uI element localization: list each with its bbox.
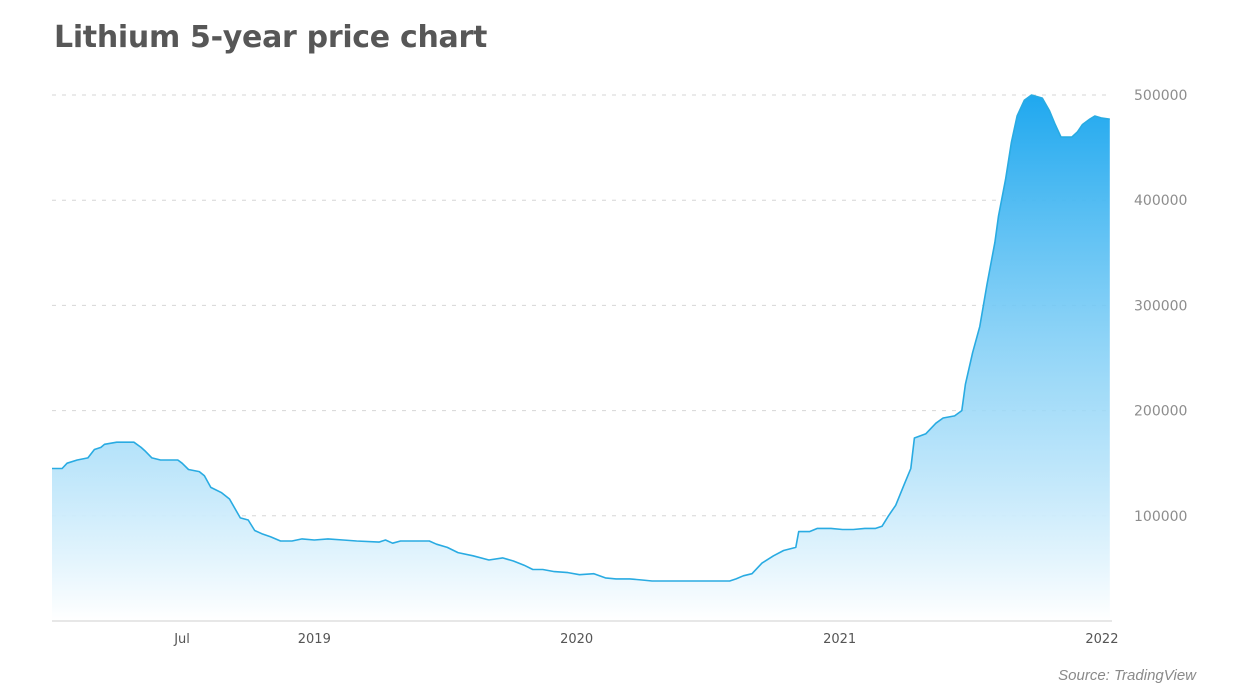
- y-tick-label: 400000: [1134, 193, 1187, 209]
- y-tick-label: 100000: [1134, 509, 1187, 525]
- x-tick-label: Jul: [173, 632, 190, 647]
- x-tick-label: 2019: [298, 632, 331, 647]
- x-tick-label: 2021: [823, 632, 856, 647]
- price-line: [52, 94, 1110, 582]
- price-area-fill: [52, 95, 1110, 621]
- y-tick-label: 500000: [1134, 88, 1187, 104]
- y-tick-label: 300000: [1134, 298, 1187, 314]
- y-axis-ticks: 100000 200000 300000 400000 500000: [1134, 88, 1187, 525]
- y-tick-label: 200000: [1134, 404, 1187, 420]
- x-axis-ticks: Jul 2019 2020 2021 2022: [173, 632, 1118, 647]
- chart-title: Lithium 5-year price chart: [54, 20, 488, 55]
- source-note: Source: TradingView: [1058, 667, 1196, 684]
- x-tick-label: 2020: [560, 632, 593, 647]
- x-tick-label: 2022: [1085, 632, 1118, 647]
